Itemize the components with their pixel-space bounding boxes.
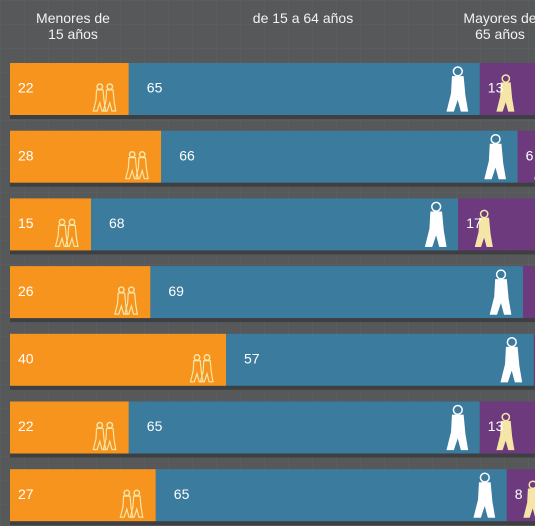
icon-body: [102, 427, 117, 451]
person-icon: [54, 218, 79, 247]
bar-segment: [128, 401, 480, 454]
bar-shadow: [10, 248, 535, 255]
value-label: 15: [18, 215, 34, 231]
icon-body: [129, 495, 144, 518]
icon-body: [496, 82, 515, 112]
bar-segment: [226, 333, 534, 386]
bar-segment: [161, 130, 518, 183]
value-label: 65: [147, 418, 163, 434]
person-icon: [446, 66, 469, 112]
person-icon: [473, 472, 496, 518]
bar-segment: [533, 333, 535, 386]
icon-body: [446, 414, 469, 451]
value-label: 68: [109, 215, 125, 231]
icon-head: [495, 269, 507, 280]
value-label: 8: [515, 486, 523, 502]
value-label: 22: [18, 418, 34, 434]
value-label: 66: [179, 147, 195, 163]
icon-body: [189, 360, 204, 383]
bar-shadow: [10, 383, 535, 390]
icon-body: [92, 427, 107, 451]
icon-body: [446, 76, 469, 112]
icon-head: [479, 472, 490, 483]
person-icon: [489, 269, 512, 315]
legend-label: Mayores de 65 años: [463, 10, 535, 42]
icon-body: [64, 224, 79, 247]
icon-body: [114, 292, 129, 315]
icon-body: [102, 89, 117, 112]
person-icon: [484, 133, 506, 180]
icon-body: [199, 360, 214, 383]
bar-segment: [517, 130, 535, 183]
icon-body: [124, 157, 139, 180]
bar-segment: [150, 266, 523, 319]
value-label: 57: [244, 351, 260, 367]
person-icon: [124, 150, 149, 180]
person-icon: [189, 354, 214, 383]
value-label: 27: [18, 486, 34, 502]
value-label: 28: [18, 147, 34, 163]
icon-body: [54, 224, 69, 247]
bar-segment: [128, 63, 480, 115]
value-label: 26: [18, 283, 34, 299]
person-icon: [474, 209, 493, 247]
icon-body: [119, 495, 134, 518]
icon-head: [501, 412, 511, 422]
icon-body: [484, 143, 506, 180]
value-label: 69: [168, 283, 184, 299]
icon-body: [424, 211, 447, 247]
icon-body: [500, 346, 523, 383]
icon-head: [501, 74, 511, 83]
icon-head: [452, 404, 463, 416]
icon-head: [528, 480, 535, 490]
icon-body: [474, 217, 493, 247]
person-icon: [496, 74, 515, 112]
person-icon: [424, 201, 447, 247]
bar-shadow: [10, 451, 535, 458]
person-icon: [92, 421, 117, 451]
icon-head: [431, 201, 442, 212]
legend-label: de 15 a 64 años: [252, 10, 354, 26]
icon-head: [506, 337, 517, 348]
person-icon: [523, 480, 535, 518]
icon-body: [489, 279, 512, 315]
person-icon: [500, 337, 523, 383]
icon-head: [490, 133, 501, 145]
bar-shadow: [10, 180, 535, 187]
bar-segment: [10, 130, 162, 183]
value-label: 13: [488, 80, 504, 96]
icon-body: [92, 89, 107, 112]
bar-shadow: [10, 519, 535, 526]
icon-body: [134, 157, 149, 180]
icon-head: [452, 66, 463, 77]
icon-body: [496, 420, 515, 451]
person-icon: [496, 412, 515, 451]
value-label: 17: [466, 215, 482, 231]
bar-segment: [91, 198, 459, 251]
value-label: 65: [147, 80, 163, 96]
person-icon: [119, 489, 144, 518]
legend-label: Menores de 15 años: [36, 10, 110, 42]
bar-segment: [458, 198, 535, 251]
value-label: 22: [18, 80, 34, 96]
value-label: 13: [488, 418, 504, 434]
icon-head: [479, 209, 489, 219]
person-icon: [92, 83, 117, 112]
bar-segment: [155, 469, 507, 522]
icon-body: [473, 482, 496, 518]
bar-shadow: [10, 113, 535, 119]
value-label: 6: [526, 147, 534, 163]
bar-segment: [523, 266, 535, 319]
person-icon: [114, 286, 139, 315]
icon-body: [124, 292, 139, 315]
value-label: 65: [174, 486, 190, 502]
bar-shadow: [10, 316, 535, 323]
bar-segment: [10, 333, 226, 386]
person-icon: [446, 404, 469, 451]
value-label: 40: [18, 351, 34, 367]
icon-body: [523, 488, 535, 518]
